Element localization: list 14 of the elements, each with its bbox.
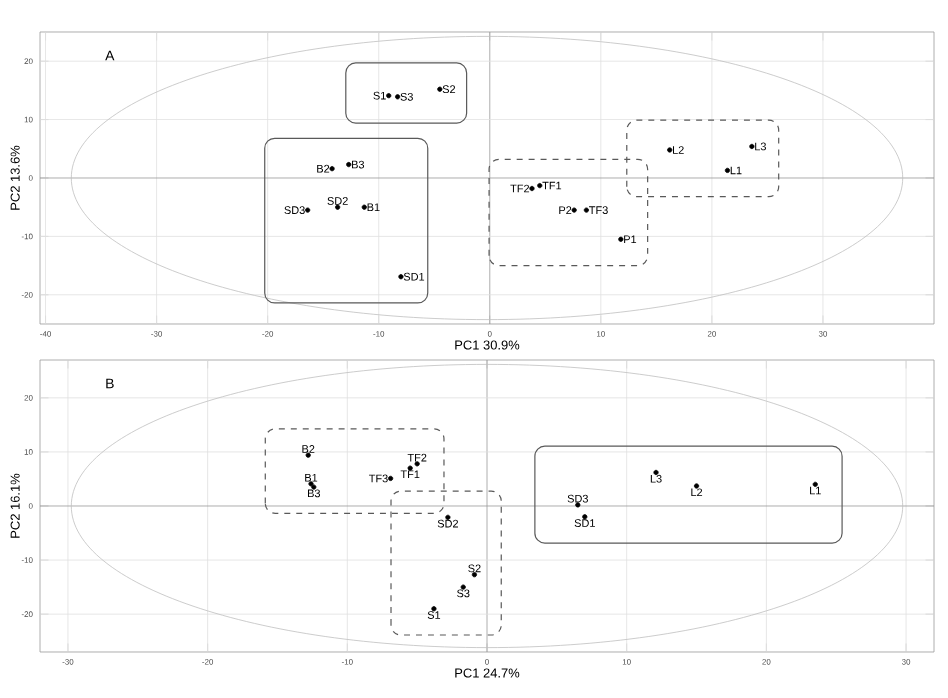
point (667, 147, 673, 153)
point (329, 166, 335, 172)
point (305, 207, 311, 213)
point (361, 204, 367, 210)
point (749, 143, 755, 150)
point (398, 274, 404, 280)
point (618, 236, 624, 242)
point (583, 207, 589, 213)
point (395, 94, 401, 100)
point (388, 475, 394, 482)
point (346, 161, 352, 168)
point (529, 185, 535, 192)
point (386, 93, 392, 99)
point (437, 86, 443, 92)
